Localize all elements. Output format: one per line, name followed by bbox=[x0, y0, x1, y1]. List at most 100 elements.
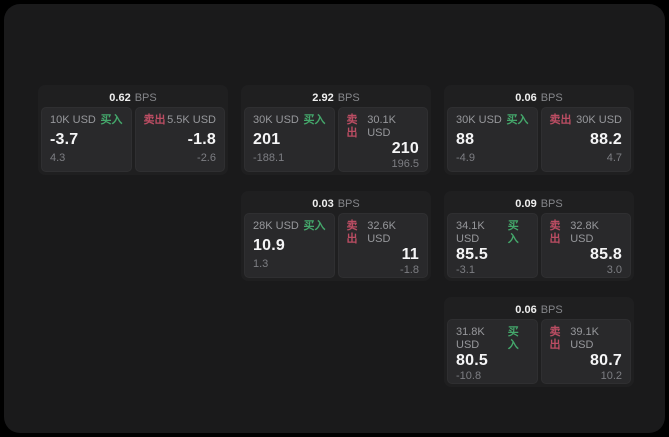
sell-amount: 30K USD bbox=[576, 114, 622, 126]
buy-sub-value: -3.1 bbox=[456, 264, 475, 276]
sell-sub-value: 3.0 bbox=[606, 264, 622, 276]
buy-price: 201 bbox=[253, 130, 281, 148]
buy-label: 买入 bbox=[303, 220, 326, 232]
buy-pane[interactable]: 31.8K USD 买入 80.5 -10.8 bbox=[447, 319, 538, 384]
sell-amount: 39.1K USD bbox=[570, 326, 599, 351]
bps-unit-label: BPS bbox=[540, 197, 563, 210]
sell-pane[interactable]: 卖出 5.5K USD -1.8 -2.6 bbox=[134, 107, 225, 172]
bps-value: 2.92 bbox=[312, 91, 334, 104]
buy-label: 买入 bbox=[506, 114, 529, 126]
buy-label: 买入 bbox=[507, 326, 519, 351]
buy-pane-top: 31.8K USD 买入 bbox=[456, 326, 529, 352]
buy-pane[interactable]: 30K USD 买入 88 -4.9 bbox=[447, 107, 538, 172]
buy-amount: 31.8K USD bbox=[456, 326, 485, 351]
sell-pane-top: 卖出 32.8K USD bbox=[550, 220, 623, 246]
sell-label: 卖出 bbox=[549, 220, 561, 245]
sell-label: 卖出 bbox=[549, 326, 561, 351]
buy-amount: 30K USD bbox=[456, 114, 502, 126]
sell-pane[interactable]: 卖出 32.6K USD 11 -1.8 bbox=[337, 213, 428, 278]
sell-label: 卖出 bbox=[143, 114, 166, 126]
sell-pane[interactable]: 卖出 30K USD 88.2 4.7 bbox=[540, 107, 631, 172]
bps-unit-label: BPS bbox=[540, 91, 563, 104]
bps-value: 0.09 bbox=[515, 197, 537, 210]
sell-label: 卖出 bbox=[346, 114, 358, 139]
bps-unit-label: BPS bbox=[540, 303, 563, 316]
sell-pane-top: 卖出 5.5K USD bbox=[144, 114, 217, 127]
buy-price: 85.5 bbox=[456, 246, 488, 263]
buy-pane[interactable]: 34.1K USD 买入 85.5 -3.1 bbox=[447, 213, 538, 278]
card-body: 10K USD 买入 -3.7 4.3 卖出 5.5K USD -1.8 -2.… bbox=[41, 107, 225, 172]
bps-unit-label: BPS bbox=[337, 197, 360, 210]
bps-value: 0.03 bbox=[312, 197, 334, 210]
card-header: 2.92 BPS bbox=[244, 88, 428, 107]
quote-card: 0.06 BPS 31.8K USD 买入 80.5 -10.8 卖出 39.1… bbox=[444, 297, 634, 387]
buy-sub-value: -188.1 bbox=[253, 152, 285, 164]
quote-card: 0.62 BPS 10K USD 买入 -3.7 4.3 卖出 5.5K USD bbox=[38, 85, 228, 175]
sell-pane[interactable]: 卖出 32.8K USD 85.8 3.0 bbox=[540, 213, 631, 278]
sell-pane[interactable]: 卖出 30.1K USD 210 196.5 bbox=[337, 107, 428, 172]
buy-pane-top: 30K USD 买入 bbox=[456, 114, 529, 127]
buy-sub-value: 1.3 bbox=[253, 258, 269, 270]
sell-price: 11 bbox=[401, 246, 419, 263]
buy-label: 买入 bbox=[507, 220, 519, 245]
buy-price: 88 bbox=[456, 130, 475, 148]
bps-value: 0.06 bbox=[515, 303, 537, 316]
card-body: 28K USD 买入 10.9 1.3 卖出 32.6K USD 11 -1.8 bbox=[244, 213, 428, 278]
sell-amount: 32.6K USD bbox=[367, 220, 396, 245]
quote-card: 0.09 BPS 34.1K USD 买入 85.5 -3.1 卖出 32.8K… bbox=[444, 191, 634, 281]
sell-pane-top: 卖出 30K USD bbox=[550, 114, 623, 127]
card-body: 30K USD 买入 201 -188.1 卖出 30.1K USD 210 1… bbox=[244, 107, 428, 172]
buy-price: -3.7 bbox=[50, 130, 79, 148]
bps-unit-label: BPS bbox=[337, 91, 360, 104]
quotes-grid: 0.62 BPS 10K USD 买入 -3.7 4.3 卖出 5.5K USD bbox=[38, 85, 634, 387]
buy-label: 买入 bbox=[100, 114, 123, 126]
sell-sub-value: -1.8 bbox=[400, 264, 419, 276]
card-header: 0.09 BPS bbox=[447, 194, 631, 213]
buy-price: 10.9 bbox=[253, 236, 285, 254]
buy-pane-top: 30K USD 买入 bbox=[253, 114, 326, 127]
buy-sub-value: -4.9 bbox=[456, 152, 475, 164]
card-body: 30K USD 买入 88 -4.9 卖出 30K USD 88.2 4.7 bbox=[447, 107, 631, 172]
sell-price: 88.2 bbox=[590, 130, 622, 148]
card-header: 0.06 BPS bbox=[447, 300, 631, 319]
sell-pane[interactable]: 卖出 39.1K USD 80.7 10.2 bbox=[540, 319, 631, 384]
sell-price: 80.7 bbox=[590, 352, 622, 369]
buy-label: 买入 bbox=[303, 114, 326, 126]
card-header: 0.62 BPS bbox=[41, 88, 225, 107]
sell-sub-value: 10.2 bbox=[600, 370, 622, 382]
sell-pane-top: 卖出 32.6K USD bbox=[347, 220, 420, 246]
quote-card: 0.06 BPS 30K USD 买入 88 -4.9 卖出 30K USD bbox=[444, 85, 634, 175]
card-body: 34.1K USD 买入 85.5 -3.1 卖出 32.8K USD 85.8… bbox=[447, 213, 631, 278]
bps-value: 0.06 bbox=[515, 91, 537, 104]
buy-amount: 34.1K USD bbox=[456, 220, 485, 245]
buy-pane[interactable]: 30K USD 买入 201 -188.1 bbox=[244, 107, 335, 172]
buy-pane-top: 28K USD 买入 bbox=[253, 220, 326, 233]
quote-card: 2.92 BPS 30K USD 买入 201 -188.1 卖出 30.1K … bbox=[241, 85, 431, 175]
buy-pane[interactable]: 28K USD 买入 10.9 1.3 bbox=[244, 213, 335, 278]
buy-amount: 28K USD bbox=[253, 220, 299, 232]
sell-label: 卖出 bbox=[549, 114, 572, 126]
sell-sub-value: 4.7 bbox=[606, 152, 622, 164]
card-body: 31.8K USD 买入 80.5 -10.8 卖出 39.1K USD 80.… bbox=[447, 319, 631, 384]
sell-amount: 32.8K USD bbox=[570, 220, 599, 245]
sell-price: -1.8 bbox=[187, 130, 216, 148]
sell-pane-top: 卖出 39.1K USD bbox=[550, 326, 623, 352]
app-window: 0.62 BPS 10K USD 买入 -3.7 4.3 卖出 5.5K USD bbox=[4, 4, 665, 433]
bps-value: 0.62 bbox=[109, 91, 131, 104]
sell-amount: 5.5K USD bbox=[167, 114, 216, 126]
buy-sub-value: 4.3 bbox=[50, 152, 66, 164]
buy-pane-top: 10K USD 买入 bbox=[50, 114, 123, 127]
buy-pane-top: 34.1K USD 买入 bbox=[456, 220, 529, 246]
buy-pane[interactable]: 10K USD 买入 -3.7 4.3 bbox=[41, 107, 132, 172]
card-header: 0.06 BPS bbox=[447, 88, 631, 107]
sell-label: 卖出 bbox=[346, 220, 358, 245]
sell-price: 210 bbox=[391, 140, 419, 157]
sell-pane-top: 卖出 30.1K USD bbox=[347, 114, 420, 140]
card-header: 0.03 BPS bbox=[244, 194, 428, 213]
buy-price: 80.5 bbox=[456, 352, 488, 369]
sell-price: 85.8 bbox=[590, 246, 622, 263]
buy-amount: 10K USD bbox=[50, 114, 96, 126]
bps-unit-label: BPS bbox=[134, 91, 157, 104]
buy-sub-value: -10.8 bbox=[456, 370, 482, 382]
sell-sub-value: -2.6 bbox=[197, 152, 216, 164]
